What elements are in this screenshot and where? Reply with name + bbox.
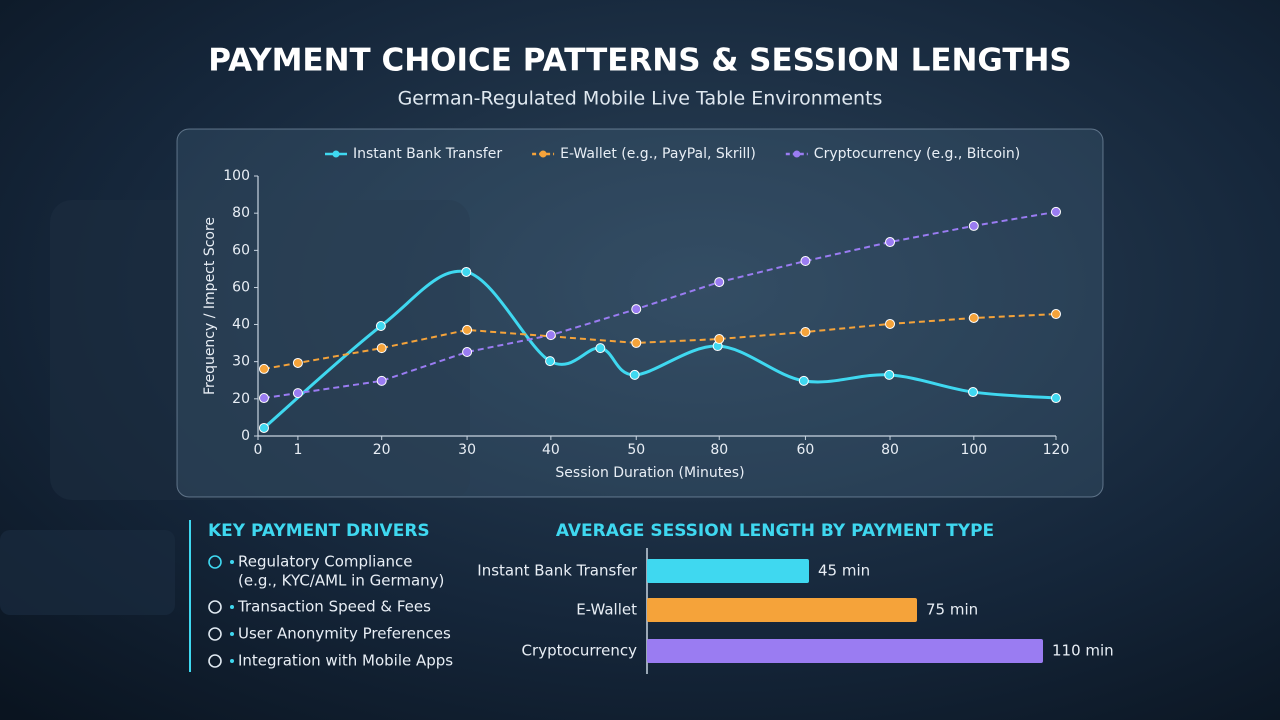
bar-category: E-Wallet — [576, 601, 637, 619]
data-point — [800, 327, 811, 337]
driver-bullet — [230, 632, 234, 636]
driver-text: Regulatory Compliance — [238, 553, 413, 571]
data-point — [292, 357, 303, 368]
data-point — [545, 330, 556, 341]
x-tick-label: 20 — [373, 442, 391, 458]
tablet-backdrop — [50, 200, 470, 500]
data-point — [376, 343, 387, 354]
data-point — [258, 363, 269, 374]
driver-icon — [208, 555, 222, 569]
data-point — [714, 334, 725, 345]
data-point — [461, 266, 472, 277]
data-point — [885, 237, 896, 248]
data-point — [884, 369, 895, 380]
driver-icon — [208, 627, 222, 641]
phone-backdrop — [0, 530, 175, 615]
x-tick-label: 60 — [797, 442, 815, 458]
bar — [647, 598, 917, 622]
bar — [647, 559, 809, 583]
title: PAYMENT CHOICE PATTERNS & SESSION LENGTH… — [208, 43, 1072, 79]
x-tick-label: 80 — [710, 442, 728, 458]
x-tick-label: 100 — [960, 442, 987, 458]
data-point — [462, 347, 473, 358]
x-tick-label: 1 — [293, 442, 302, 458]
driver-text: Transaction Speed & Fees — [237, 598, 431, 616]
y-tick-label: 0 — [241, 428, 250, 444]
data-point — [292, 388, 303, 399]
driver-text: Integration with Mobile Apps — [238, 652, 453, 670]
y-tick-label: 30 — [232, 354, 250, 370]
x-tick-label: 120 — [1043, 442, 1070, 458]
legend-label: E-Wallet (e.g., PayPal, Skrill) — [560, 146, 756, 162]
bar-category: Cryptocurrency — [522, 642, 638, 660]
y-tick-label: 20 — [232, 391, 250, 407]
x-tick-label: 80 — [881, 442, 899, 458]
data-point — [545, 356, 556, 367]
y-tick-label: 80 — [232, 205, 250, 221]
data-point — [631, 304, 642, 315]
x-tick-label: 30 — [458, 442, 476, 458]
x-tick-label: 50 — [627, 442, 645, 458]
x-tick-label: 0 — [254, 442, 263, 458]
data-point — [462, 324, 473, 335]
data-point — [1051, 309, 1061, 320]
bar-value-label: 110 min — [1052, 642, 1114, 660]
data-point — [375, 321, 386, 332]
bar-value-label: 75 min — [926, 601, 978, 619]
legend-dot — [793, 150, 801, 158]
y-tick-label: 60 — [232, 242, 250, 258]
bar-category: Instant Bank Transfer — [477, 562, 638, 580]
legend-label: Cryptocurrency (e.g., Bitcoin) — [814, 146, 1020, 162]
driver-text: User Anonymity Preferences — [238, 625, 451, 643]
bar-value-label: 45 min — [818, 562, 870, 580]
x-tick-label: 40 — [542, 442, 560, 458]
data-point — [885, 318, 896, 329]
bar-title: AVERAGE SESSION LENGTH BY PAYMENT TYPE — [556, 521, 994, 541]
x-axis-label: Session Duration (Minutes) — [555, 465, 744, 481]
data-point — [258, 422, 269, 433]
data-point — [1051, 393, 1061, 404]
data-point — [714, 277, 725, 288]
data-point — [968, 387, 979, 398]
chart-panel — [176, 128, 1104, 498]
y-tick-label: 60 — [232, 280, 250, 296]
data-point — [631, 337, 642, 348]
y-tick-label: 40 — [232, 316, 250, 332]
data-point — [595, 343, 606, 354]
data-point — [258, 393, 269, 404]
legend-dot — [332, 150, 340, 158]
data-point — [629, 369, 640, 380]
series-line — [263, 313, 1057, 370]
data-point — [968, 220, 979, 231]
data-point — [376, 375, 387, 386]
driver-note: (e.g., KYC/AML in Germany) — [238, 572, 444, 590]
y-tick-label: 100 — [223, 168, 250, 184]
data-point — [968, 312, 979, 323]
driver-icon — [208, 654, 222, 668]
driver-bullet — [230, 605, 234, 609]
driver-bullet — [230, 659, 234, 663]
driver-icon — [208, 600, 222, 614]
subtitle: German-Regulated Mobile Live Table Envir… — [398, 88, 883, 110]
data-point — [800, 256, 811, 267]
y-axis-label: Frequency / Impect Score — [202, 217, 218, 395]
data-point — [798, 375, 809, 386]
bar — [647, 639, 1043, 663]
data-point — [1051, 206, 1061, 217]
legend-dot — [539, 150, 547, 158]
driver-bullet — [230, 560, 234, 564]
legend-label: Instant Bank Transfer — [353, 146, 502, 162]
drivers-title: KEY PAYMENT DRIVERS — [208, 521, 430, 541]
